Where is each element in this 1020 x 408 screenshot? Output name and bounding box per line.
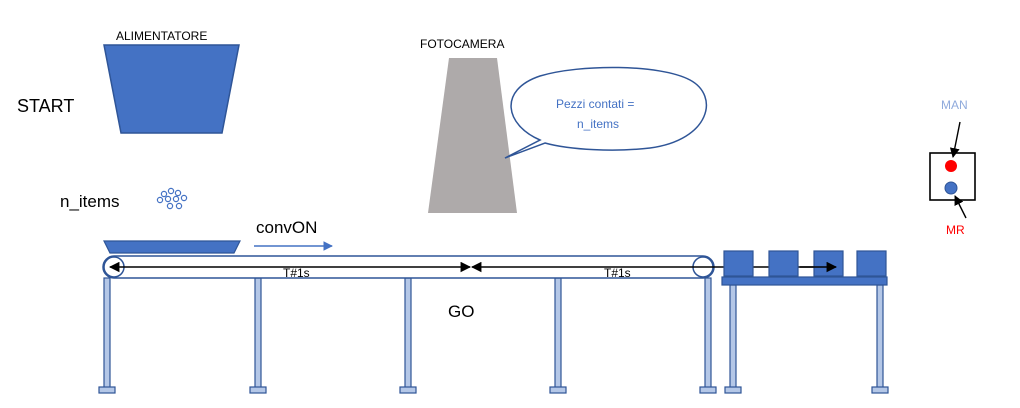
output-boxes [723,250,887,277]
conveyor-legs [98,277,717,394]
feeder-label: ALIMENTATORE [116,29,208,43]
man-label: MAN [941,98,968,112]
n-items-label: n_items [60,192,120,211]
man-button[interactable] [945,160,957,172]
feeder-hopper [103,44,240,134]
pieces-icon [156,187,188,210]
bubble-text-line2: n_items [577,117,620,131]
timer-right-label: T#1s [604,266,631,280]
man-pointer [949,121,961,158]
conv-on-label: convON [256,218,318,237]
go-label: GO [448,302,475,321]
speech-bubble [504,66,708,159]
camera-beam [428,58,517,213]
output-table [721,276,889,394]
camera-label: FOTOCAMERA [420,37,505,51]
input-tray [103,240,241,254]
mr-button[interactable] [944,181,958,195]
mr-label: MR [946,223,965,237]
start-label: START [17,96,75,116]
timer-left-label: T#1s [283,266,310,280]
bubble-text-line1: Pezzi contati = [556,97,635,111]
mr-pointer [954,195,967,219]
